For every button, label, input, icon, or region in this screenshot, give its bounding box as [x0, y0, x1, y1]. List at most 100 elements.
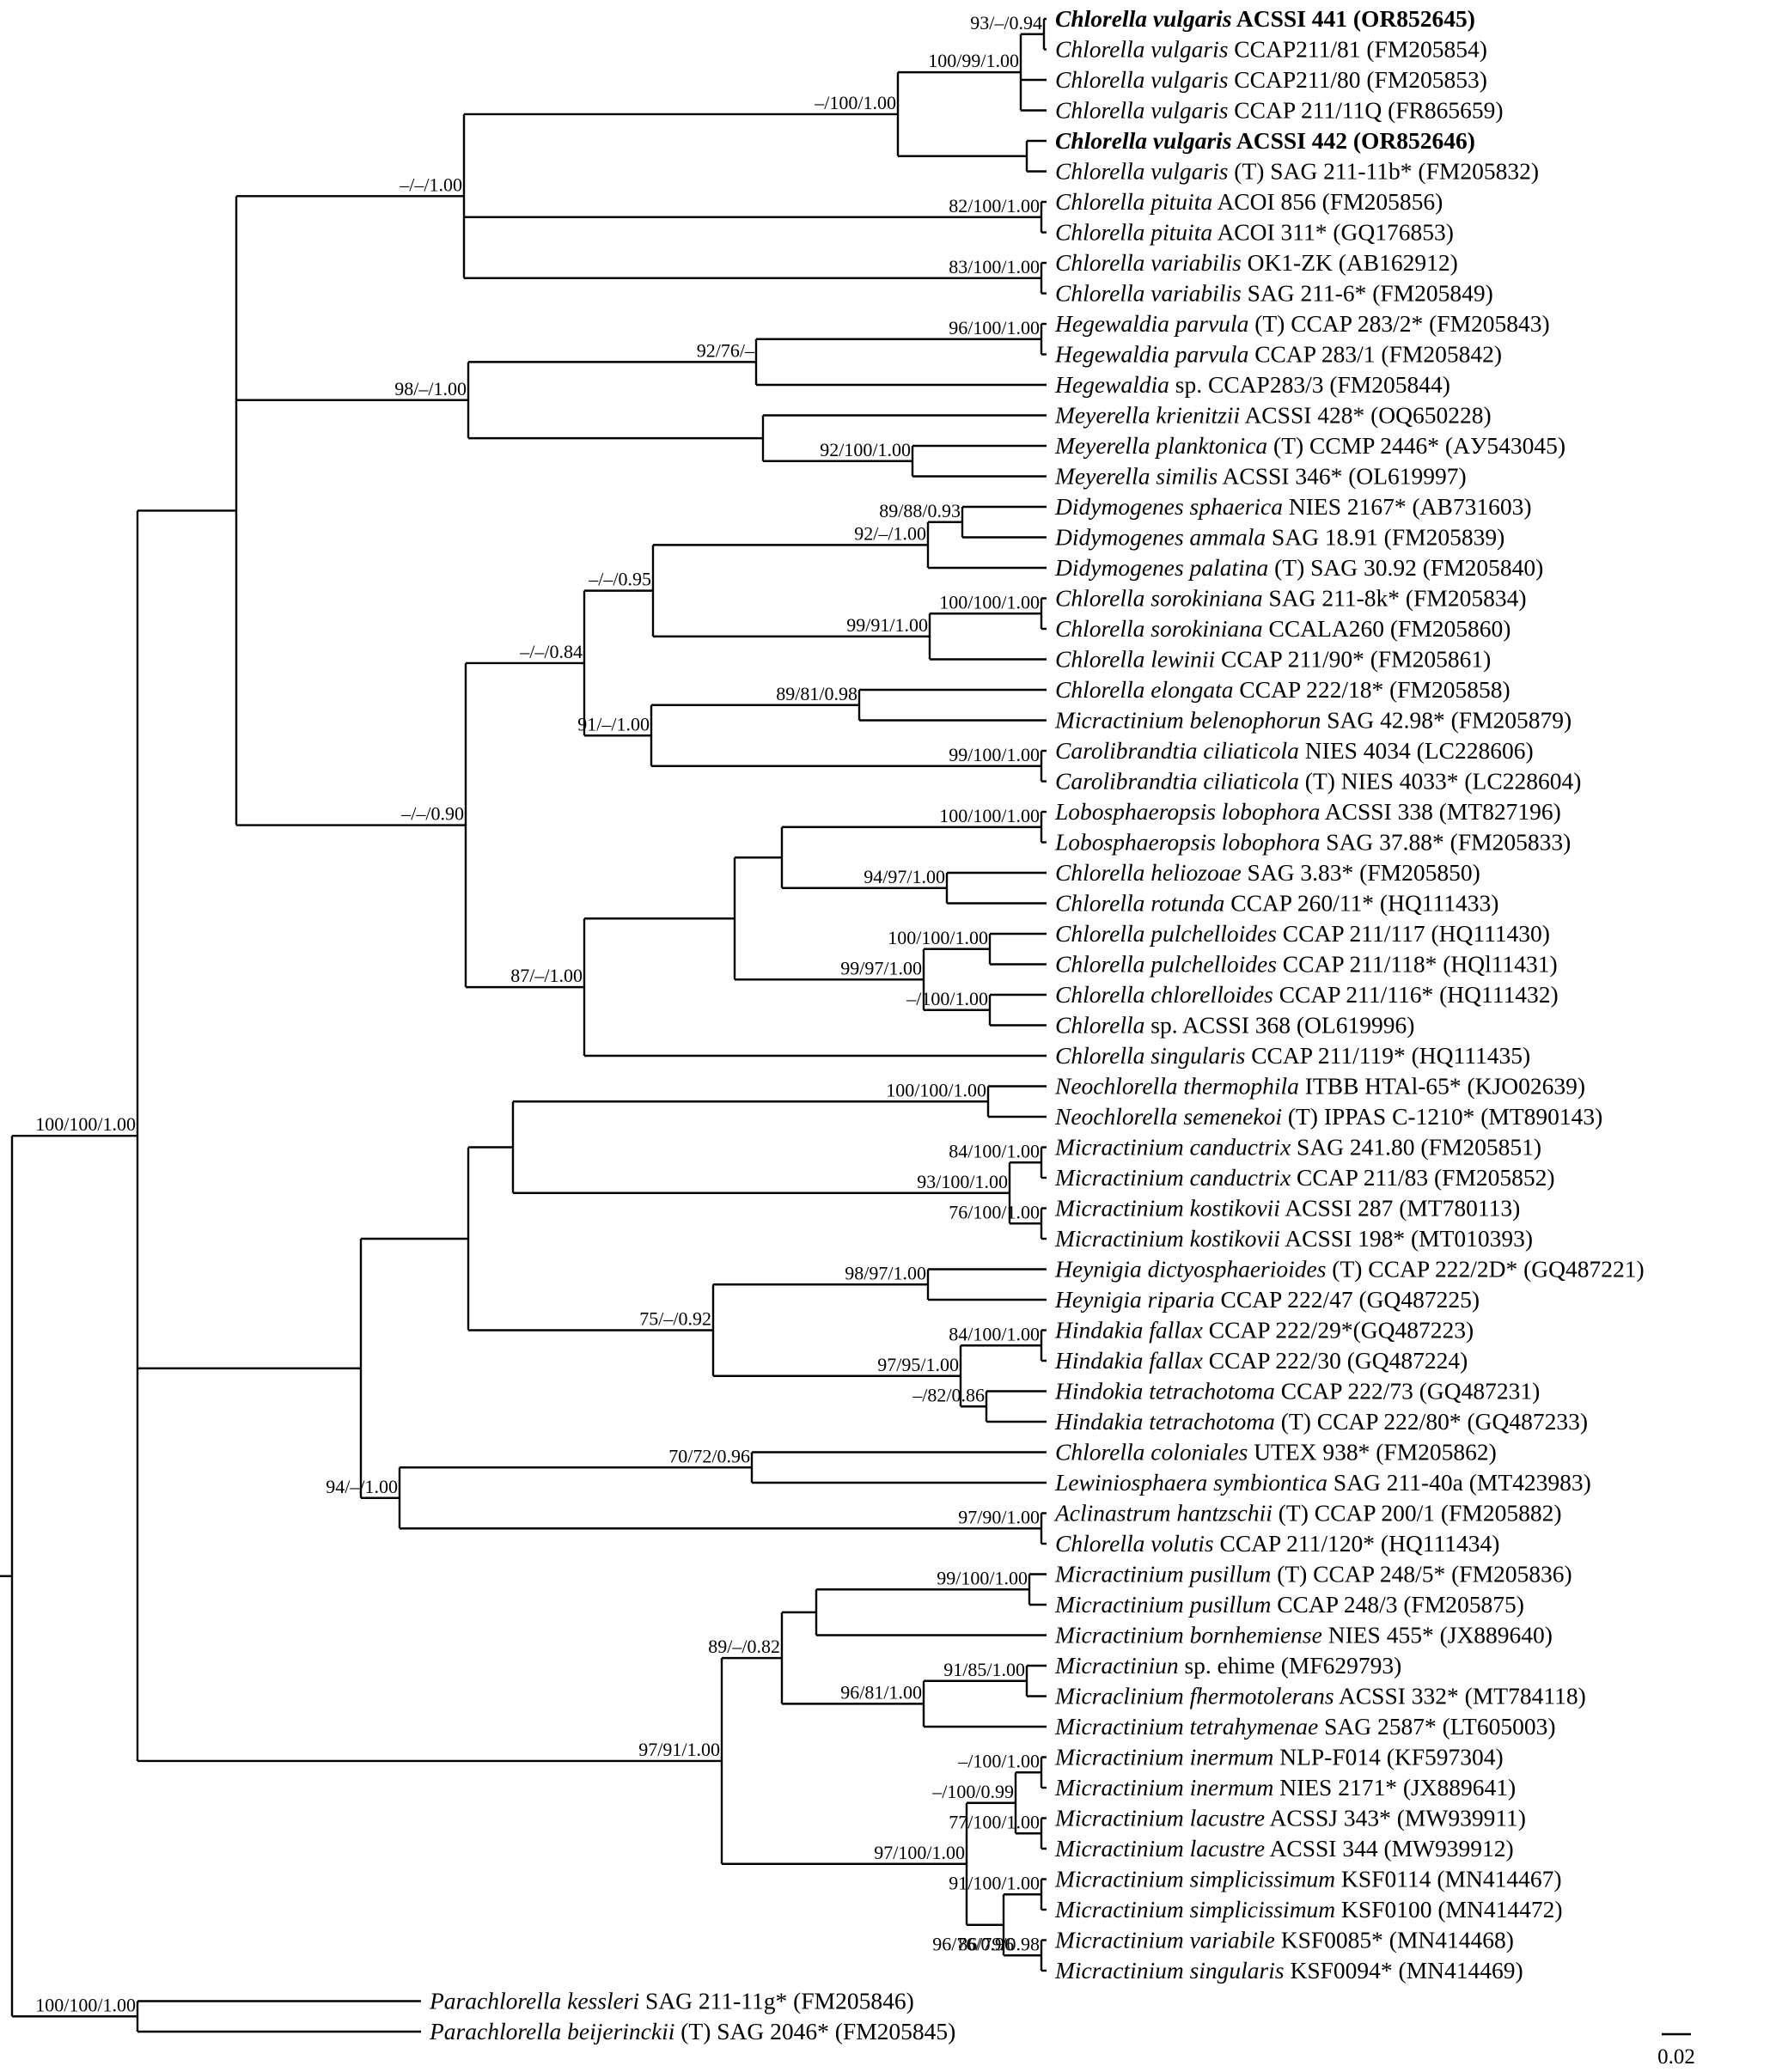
taxon-label: Parachlorella beijerinckii (T) SAG 2046*…: [429, 2018, 955, 2045]
taxon-genus: Lewiniosphaera symbiontica: [1054, 1469, 1327, 1496]
support-value: 89/81/0.98: [776, 683, 857, 704]
taxon-label: Carolibrandtia ciliaticola (T) NIES 4033…: [1055, 768, 1581, 795]
taxon-label: Chlorella sp. ACSSI 368 (OL619996): [1055, 1012, 1414, 1039]
taxon-strain: SAG 42.98* (FM205879): [1321, 707, 1572, 734]
support-value: 100/100/1.00: [939, 591, 1040, 612]
support-value: 75/–/0.92: [639, 1308, 711, 1330]
taxon-genus: Micractinium inermum: [1054, 1744, 1273, 1770]
taxon-label: Didymogenes sphaerica NIES 2167* (AB7316…: [1054, 493, 1532, 520]
taxon-strain: (T) CCAP 200/1 (FM205882): [1272, 1500, 1562, 1527]
taxon-genus: Chlorella: [1055, 1012, 1144, 1039]
taxon-genus: Parachlorella beijerinckii: [429, 2018, 674, 2045]
taxon-label: Chlorella vulgaris (T) SAG 211-11b* (FM2…: [1055, 158, 1539, 185]
taxon-genus: Chlorella sorokiniana: [1055, 585, 1263, 612]
taxon-label: Chlorella vulgaris CCAP211/81 (FM205854): [1055, 36, 1487, 63]
taxon-label: Chlorella pulchelloides CCAP 211/117 (HQ…: [1055, 920, 1550, 947]
support-value: 92/100/1.00: [820, 439, 911, 460]
taxon-label: Micractinium belenophorun SAG 42.98* (FM…: [1054, 707, 1572, 734]
taxon-label: Micractinium pusillum CCAP 248/3 (FM2058…: [1054, 1591, 1524, 1618]
taxon-strain: KSF0094* (MN414469): [1285, 1957, 1523, 1984]
support-value: 89/–/0.82: [708, 1636, 780, 1657]
taxon-strain: CCAP 211/11Q (FR865659): [1228, 97, 1503, 124]
taxon-label: Chlorella pituita ACOI 856 (FM205856): [1055, 188, 1443, 215]
support-value: 92/–/1.00: [854, 522, 926, 544]
taxon-genus: Hegewaldia parvula: [1054, 310, 1248, 337]
taxon-label: Neochlorella semenekoi (T) IPPAS C-1210*…: [1054, 1103, 1602, 1130]
taxon-strain: (T) CCAP 283/2* (FM205843): [1248, 310, 1549, 337]
taxon-label: Didymogenes ammala SAG 18.91 (FM205839): [1054, 524, 1504, 551]
taxon-label: Chlorella vulgaris CCAP211/80 (FM205853): [1055, 66, 1487, 93]
taxon-genus: Micractinium canductrix: [1054, 1164, 1291, 1191]
taxon-label: Micractinium variabile KSF0085* (MN41446…: [1054, 1927, 1514, 1953]
taxon-strain: SAG 18.91 (FM205839): [1266, 524, 1504, 551]
taxon-genus: Micractinium kostikovii: [1054, 1195, 1280, 1222]
support-value: 87/–/1.00: [510, 965, 583, 986]
taxon-genus: Aclinastrum hantzschii: [1053, 1500, 1272, 1527]
taxon-label: Hindokia tetrachotoma CCAP 222/73 (GQ487…: [1054, 1378, 1540, 1405]
taxon-label: Didymogenes palatina (T) SAG 30.92 (FM20…: [1054, 554, 1543, 581]
taxon-label: Chlorella rotunda CCAP 260/11* (HQ111433…: [1055, 890, 1498, 917]
support-value: –/82/0.86: [912, 1384, 985, 1405]
support-value: 97/100/1.00: [874, 1842, 965, 1863]
taxon-strain: sp. CCAP283/3 (FM205844): [1169, 371, 1450, 398]
taxon-genus: Carolibrandtia ciliaticola: [1055, 737, 1299, 764]
taxon-strain: NLP-F014 (KF597304): [1273, 1744, 1503, 1770]
taxon-genus: Chlorella pulchelloides: [1055, 920, 1277, 947]
taxon-label: Micractinium tetrahymenae SAG 2587* (LT6…: [1054, 1713, 1556, 1740]
taxon-label: Hindakia fallax CCAP 222/29*(GQ487223): [1054, 1317, 1474, 1344]
taxon-genus: Micractinium inermum: [1054, 1774, 1273, 1801]
taxon-label: Meyerella similis ACSSI 346* (OL619997): [1054, 463, 1467, 490]
taxon-genus: Micractinium kostikovii: [1054, 1225, 1280, 1252]
taxon-label: Lewiniosphaera symbiontica SAG 211-40a (…: [1054, 1469, 1591, 1496]
taxon-genus: Chlorella coloniales: [1055, 1439, 1248, 1466]
taxon-genus: Chlorella singularis: [1055, 1042, 1245, 1069]
taxon-genus: Hegewaldia: [1054, 371, 1169, 398]
taxon-label: Micractinium kostikovii ACSSI 287 (MT780…: [1054, 1195, 1520, 1222]
taxon-strain: CCAP 211/120* (HQ111434): [1214, 1530, 1500, 1557]
taxon-genus: Chlorella vulgaris: [1055, 127, 1232, 154]
support-value: 97/95/1.00: [877, 1354, 959, 1375]
taxon-strain: ACSSJ 343* (MW939911): [1265, 1805, 1526, 1831]
support-value: 100/99/1.00: [928, 50, 1019, 71]
taxon-strain: (T) CCAP 248/5* (FM205836): [1271, 1561, 1572, 1588]
taxon-label: Chlorella pituita ACOI 311* (GQ176853): [1055, 219, 1454, 246]
taxon-genus: Meyerella krienitzii: [1054, 402, 1240, 429]
taxon-label: Hegewaldia parvula (T) CCAP 283/2* (FM20…: [1054, 310, 1550, 337]
taxon-genus: Hindakia fallax: [1054, 1317, 1203, 1344]
taxon-strain: NIES 2167* (AB731603): [1283, 493, 1532, 520]
taxon-genus: Chlorella vulgaris: [1055, 158, 1228, 185]
taxon-strain: SAG 3.83* (FM205850): [1242, 859, 1480, 886]
taxon-strain: KSF0100 (MN414472): [1335, 1896, 1562, 1923]
taxon-label: Aclinastrum hantzschii (T) CCAP 200/1 (F…: [1053, 1500, 1562, 1527]
taxon-strain: (T) SAG 211-11b* (FM205832): [1228, 158, 1539, 185]
taxon-strain: CCAP 211/90* (FM205861): [1215, 646, 1491, 673]
taxon-strain: CCAP 222/18* (FM205858): [1234, 676, 1511, 703]
taxon-label: Chlorella elongata CCAP 222/18* (FM20585…: [1055, 676, 1511, 703]
taxon-label: Micractinium lacustre ACSSI 344 (MW93991…: [1054, 1835, 1514, 1862]
taxon-label: Chlorella sorokiniana CCALA260 (FM205860…: [1055, 615, 1511, 642]
support-value: –/100/1.00: [957, 1750, 1040, 1771]
taxon-label: Chlorella singularis CCAP 211/119* (HQ11…: [1055, 1042, 1530, 1069]
taxon-genus: Micractinium lacustre: [1054, 1805, 1265, 1831]
support-value: 70/72/0.96: [668, 1445, 750, 1466]
taxon-strain: NIES 455* (JX889640): [1322, 1622, 1553, 1648]
tree-branches: [0, 17, 1047, 2033]
support-value: –/–/1.00: [399, 174, 462, 195]
taxon-strain: SAG 37.88* (FM205833): [1320, 829, 1571, 856]
taxon-genus: Chlorella variabilis: [1055, 249, 1242, 276]
taxon-labels: Chlorella vulgaris ACSSI 441 (OR852645)C…: [429, 5, 1645, 2045]
taxon-strain: CCAP 248/3 (FM205875): [1271, 1591, 1524, 1618]
taxon-strain: SAG 211-40a (MT423983): [1327, 1469, 1591, 1496]
taxon-strain: ACOI 856 (FM205856): [1212, 188, 1443, 215]
taxon-label: Micractiniun sp. ehime (MF629793): [1054, 1652, 1401, 1679]
taxon-label: Micraclinium fhermotolerans ACSSI 332* (…: [1054, 1683, 1586, 1709]
taxon-strain: ACOI 311* (GQ176853): [1212, 219, 1454, 246]
taxon-strain: ACSSI 198* (MT010393): [1280, 1225, 1533, 1252]
taxon-label: Micractinium kostikovii ACSSI 198* (MT01…: [1054, 1225, 1533, 1252]
taxon-genus: Micractinium variabile: [1054, 1927, 1275, 1953]
taxon-label: Chlorella pulchelloides CCAP 211/118* (H…: [1055, 951, 1558, 978]
taxon-strain: CCAP211/80 (FM205853): [1228, 66, 1487, 93]
taxon-label: Parachlorella kessleri SAG 211-11g* (FM2…: [429, 1988, 914, 2014]
taxon-label: Micractinium lacustre ACSSJ 343* (MW9399…: [1054, 1805, 1526, 1831]
taxon-strain: (T) IPPAS C-1210* (MT890143): [1282, 1103, 1602, 1130]
